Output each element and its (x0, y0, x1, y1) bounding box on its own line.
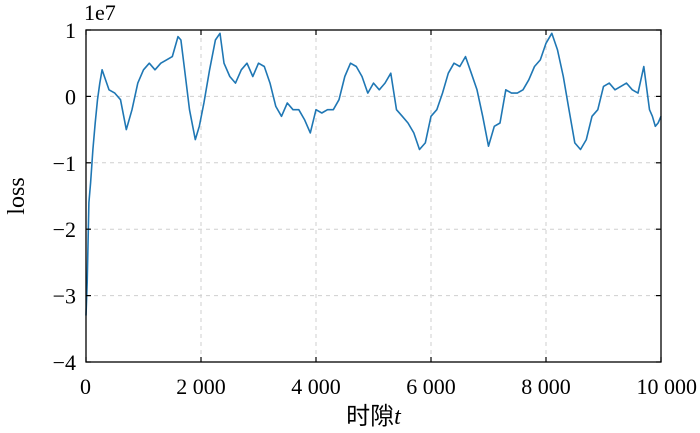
grid-lines (86, 30, 661, 362)
x-axis-label-text: 时隙 (346, 403, 394, 430)
x-tick-label: 10 000 (637, 374, 698, 399)
y-axis-label: loss (4, 177, 30, 214)
y-tick-label: −2 (53, 217, 76, 242)
y-tick-label: 0 (65, 84, 76, 109)
y-tick-label: −4 (53, 350, 76, 375)
x-tick-label: 6 000 (406, 374, 456, 399)
y-tick-label: 1 (65, 18, 76, 43)
x-tick-label: 2 000 (176, 374, 226, 399)
y-offset-text: 1e7 (84, 0, 116, 25)
y-tick-label: −1 (53, 151, 76, 176)
tick-labels: 0 2 000 4 000 6 000 8 000 10 000 −4 −3 −2 −1 0 1 (53, 18, 697, 399)
y-tick-label: −3 (53, 284, 76, 309)
x-tick-label: 4 000 (291, 374, 341, 399)
x-tick-label: 0 (80, 374, 91, 399)
x-axis-label: 时隙t (346, 403, 402, 430)
x-axis-label-var: t (394, 404, 402, 430)
series-0-line (85, 32, 662, 316)
plot-frame (85, 29, 662, 363)
axis-ticks (85, 29, 662, 363)
x-tick-label: 8 000 (521, 374, 571, 399)
